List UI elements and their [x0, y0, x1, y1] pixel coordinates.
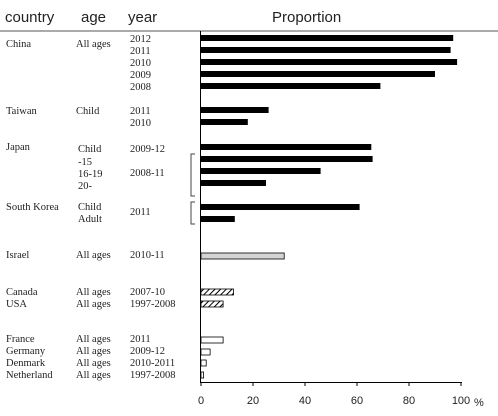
taiwan-labels: Taiwan Child 2011 2010 — [6, 106, 151, 129]
header-proportion: Proportion — [272, 9, 341, 26]
year-label: 2009 — [130, 70, 151, 81]
x-tick-label: 60 — [351, 395, 363, 407]
bar-germany — [200, 348, 211, 356]
bar-taiwan — [201, 107, 269, 113]
age-label: All ages — [76, 39, 111, 50]
age-label: Child — [76, 106, 100, 117]
country-label: Netherland — [6, 370, 53, 381]
country-label: South Korea — [6, 202, 59, 213]
country-label: Canada — [6, 287, 38, 298]
bar-japan — [201, 144, 372, 150]
bar-france — [200, 336, 224, 344]
x-tick-label: 100 — [452, 395, 470, 407]
bar-japan — [201, 180, 266, 186]
x-axis-ticks: 0 20 40 60 80 100 — [198, 382, 470, 407]
year-label: 2008 — [130, 82, 151, 93]
bar-china — [201, 59, 458, 65]
country-label: Taiwan — [6, 106, 38, 117]
country-label: Denmark — [6, 358, 46, 369]
x-tick-label: 0 — [198, 395, 204, 407]
header-year: year — [128, 9, 157, 26]
bar-denmark — [200, 359, 207, 367]
x-tick-label: 80 — [403, 395, 415, 407]
year-label: 2010 — [130, 118, 151, 129]
axis-unit: % — [474, 397, 484, 409]
bar-usa — [200, 300, 224, 308]
country-label: Israel — [6, 250, 29, 261]
korea-labels: South Korea Child Adult 2011 — [6, 202, 151, 225]
bar-china — [201, 35, 454, 41]
country-label: USA — [6, 299, 27, 310]
bar-south-korea — [201, 216, 235, 222]
year-label: 2009-12 — [130, 346, 165, 357]
age-label: All ages — [76, 287, 111, 298]
country-label: China — [6, 39, 31, 50]
year-label: 2011 — [130, 334, 151, 345]
age-label: All ages — [76, 334, 111, 345]
country-label: Germany — [6, 346, 46, 357]
bar-china — [201, 71, 435, 77]
year-label: 2011 — [130, 207, 151, 218]
x-tick-label: 40 — [299, 395, 311, 407]
year-label: 2011 — [130, 106, 151, 117]
bracket — [190, 201, 195, 225]
year-label: 2007-10 — [130, 287, 165, 298]
age-label: All ages — [76, 370, 111, 381]
header-country: country — [5, 9, 55, 26]
age-label: 20- — [78, 181, 93, 192]
age-label: Child — [78, 144, 102, 155]
age-label: All ages — [76, 346, 111, 357]
bar-canada — [200, 288, 234, 296]
age-label: All ages — [76, 358, 111, 369]
bar-south-korea — [201, 204, 360, 210]
europe-labels: France All ages 2011 Germany All ages 20… — [6, 334, 176, 381]
year-label: 1997-2008 — [130, 299, 176, 310]
country-label: Japan — [6, 142, 31, 153]
bar-taiwan — [201, 119, 248, 125]
age-label: -15 — [78, 157, 92, 168]
bar-netherland — [200, 371, 204, 379]
header-age: age — [81, 9, 106, 26]
year-label: 2008-11 — [130, 168, 165, 179]
year-label: 2010-11 — [130, 250, 165, 261]
bar-china — [201, 83, 381, 89]
age-label: All ages — [76, 299, 111, 310]
year-label: 2010 — [130, 58, 151, 69]
china-labels: China All ages 2012 2011 2010 2009 2008 — [6, 34, 151, 93]
canada-usa-labels: Canada All ages 2007-10 USA All ages 199… — [6, 287, 176, 310]
bar-israel — [200, 252, 285, 260]
year-label: 2010-2011 — [130, 358, 175, 369]
year-label: 2009-12 — [130, 144, 165, 155]
year-label: 2012 — [130, 34, 151, 45]
bar-japan — [201, 168, 321, 174]
x-tick-label: 20 — [247, 395, 259, 407]
bracket — [190, 153, 195, 197]
year-label: 1997-2008 — [130, 370, 176, 381]
bar-japan — [201, 156, 373, 162]
bar-china — [201, 47, 451, 53]
country-label: France — [6, 334, 35, 345]
age-label: Child — [78, 202, 102, 213]
year-label: 2011 — [130, 46, 151, 57]
age-label: All ages — [76, 250, 111, 261]
israel-labels: Israel All ages 2010-11 — [6, 250, 165, 261]
age-label: Adult — [78, 214, 102, 225]
age-label: 16-19 — [78, 169, 103, 180]
bars-layer — [200, 35, 458, 379]
japan-labels: Japan Child -15 16-19 20- 2009-12 2008-1… — [6, 142, 165, 192]
